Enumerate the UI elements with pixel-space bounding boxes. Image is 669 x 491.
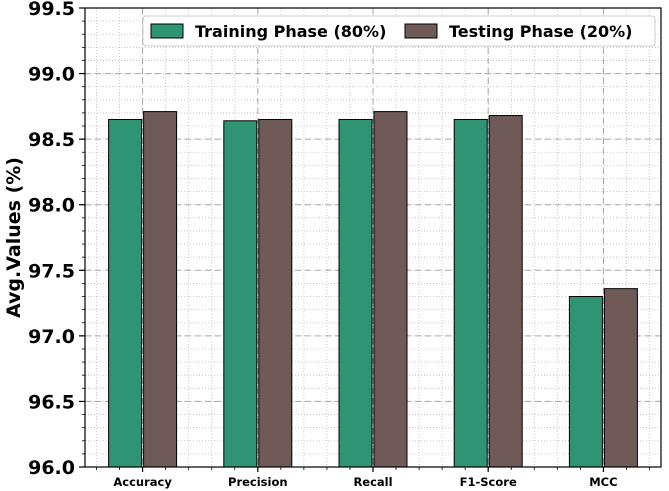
x-tick-label: Recall [353,475,392,489]
legend-swatch [150,23,184,39]
bar-training-f1-score [453,118,488,468]
legend-label: Testing Phase (20%) [449,22,633,41]
y-axis: 96.0 96.5 97.0 97.5 98.0 98.5 99.0 99.5 [28,0,85,479]
x-tick-label: F1-Score [460,475,517,489]
y-tick-label: 99.5 [28,0,75,20]
bar-testing-accuracy [143,111,178,468]
legend: Training Phase (80%) Testing Phase (20%) [142,15,656,47]
y-tick-label: 96.0 [28,457,75,479]
bar-training-precision [223,120,258,468]
y-axis-label: Avg.Values (%) [3,157,25,318]
y-tick-label: 98.5 [28,129,75,151]
bar-testing-mcc [603,288,638,468]
bar-testing-f1-score [488,115,523,468]
legend-swatch [404,23,438,39]
bar-training-recall [338,118,373,468]
bar-training-mcc [568,296,603,468]
x-axis: Accuracy Precision Recall F1-Score MCC [96,467,650,489]
y-tick-label: 97.5 [28,260,75,282]
y-tick-label: 97.0 [28,326,75,348]
y-tick-label: 96.5 [28,391,75,413]
bar-testing-recall [373,111,408,468]
x-tick-label: Accuracy [113,475,172,489]
bar-training-accuracy [108,118,143,468]
legend-box [142,15,656,47]
y-tick-label: 98.0 [28,195,75,217]
y-tick-label: 99.0 [28,64,75,86]
x-tick-label: Precision [228,475,288,489]
x-tick-label: MCC [589,475,617,489]
legend-label: Training Phase (80%) [195,22,386,41]
bar-testing-precision [258,118,293,468]
